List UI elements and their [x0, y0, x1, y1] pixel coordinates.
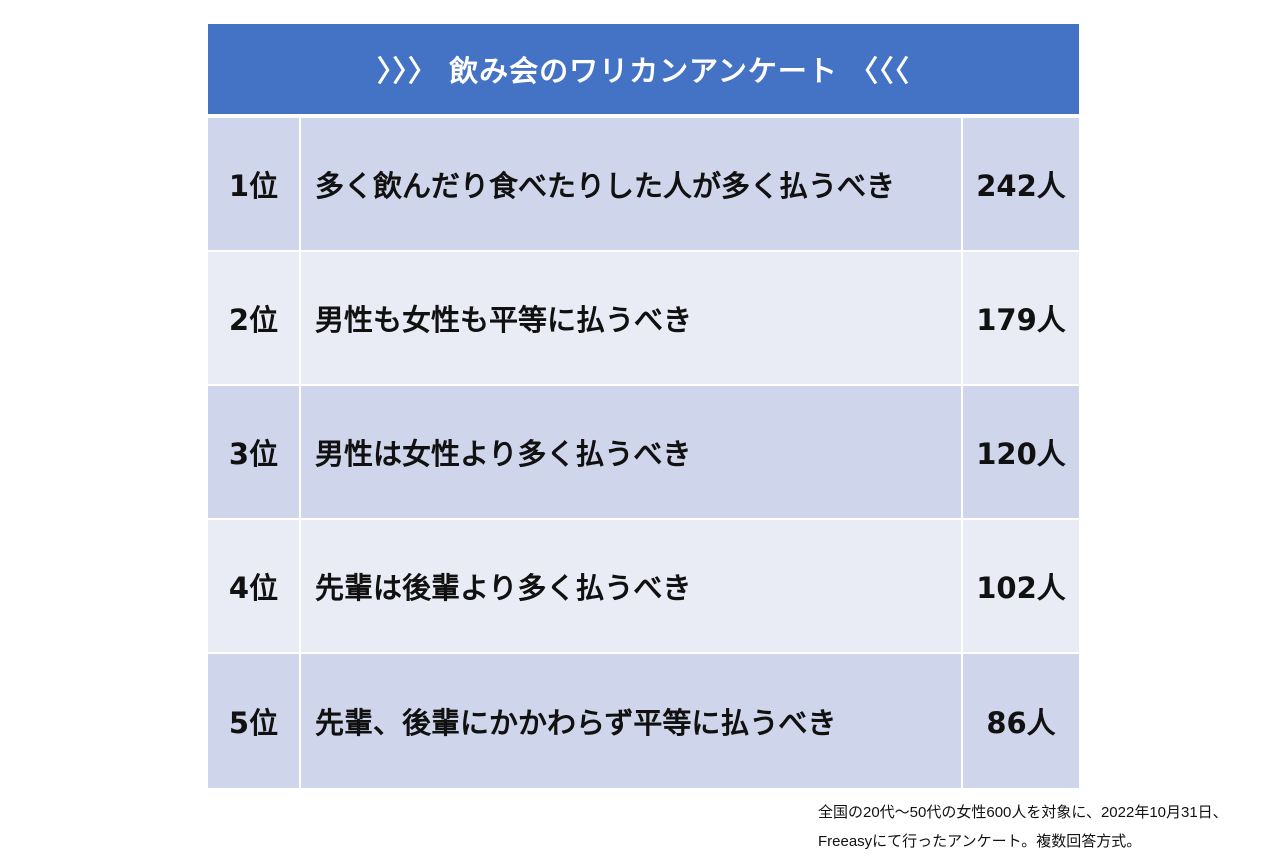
answer-cell: 先輩は後輩より多く払うべき: [301, 520, 963, 652]
survey-note-line: Freeasyにて行ったアンケート。複数回答方式。: [818, 833, 1142, 850]
rank-cell: 5位: [208, 654, 301, 788]
answer-cell: 男性は女性より多く払うべき: [301, 386, 963, 518]
table-row: 1位 多く飲んだり食べたりした人が多く払うべき 242人: [208, 118, 1079, 252]
table-row: 4位 先輩は後輩より多く払うべき 102人: [208, 520, 1079, 654]
table-row: 5位 先輩、後輩にかかわらず平等に払うべき 86人: [208, 654, 1079, 788]
answer-cell: 多く飲んだり食べたりした人が多く払うべき: [301, 118, 963, 250]
count-cell: 120人: [976, 437, 1066, 471]
rank-cell: 4位: [208, 520, 301, 652]
answer-cell: 先輩、後輩にかかわらず平等に払うべき: [301, 654, 963, 788]
count-cell: 102人: [976, 571, 1066, 605]
ranking-table: 〉〉〉 飲み会のワリカンアンケート 〈〈〈 1位 多く飲んだり食べたりした人が多…: [208, 24, 1079, 788]
survey-note: 全国の20代〜50代の女性600人を対象に、2022年10月31日、 Freea…: [818, 798, 1278, 856]
count-cell: 86人: [986, 706, 1056, 740]
count-cell: 242人: [976, 169, 1066, 203]
answer-cell: 男性も女性も平等に払うべき: [301, 252, 963, 384]
table-row: 2位 男性も女性も平等に払うべき 179人: [208, 252, 1079, 386]
survey-note-line: 全国の20代〜50代の女性600人を対象に、2022年10月31日、: [818, 804, 1228, 821]
rank-cell: 2位: [208, 252, 301, 384]
table-row: 3位 男性は女性より多く払うべき 120人: [208, 386, 1079, 520]
rank-cell: 3位: [208, 386, 301, 518]
count-cell: 179人: [976, 303, 1066, 337]
rank-cell: 1位: [208, 118, 301, 250]
table-title: 〉〉〉 飲み会のワリカンアンケート 〈〈〈: [208, 24, 1079, 118]
